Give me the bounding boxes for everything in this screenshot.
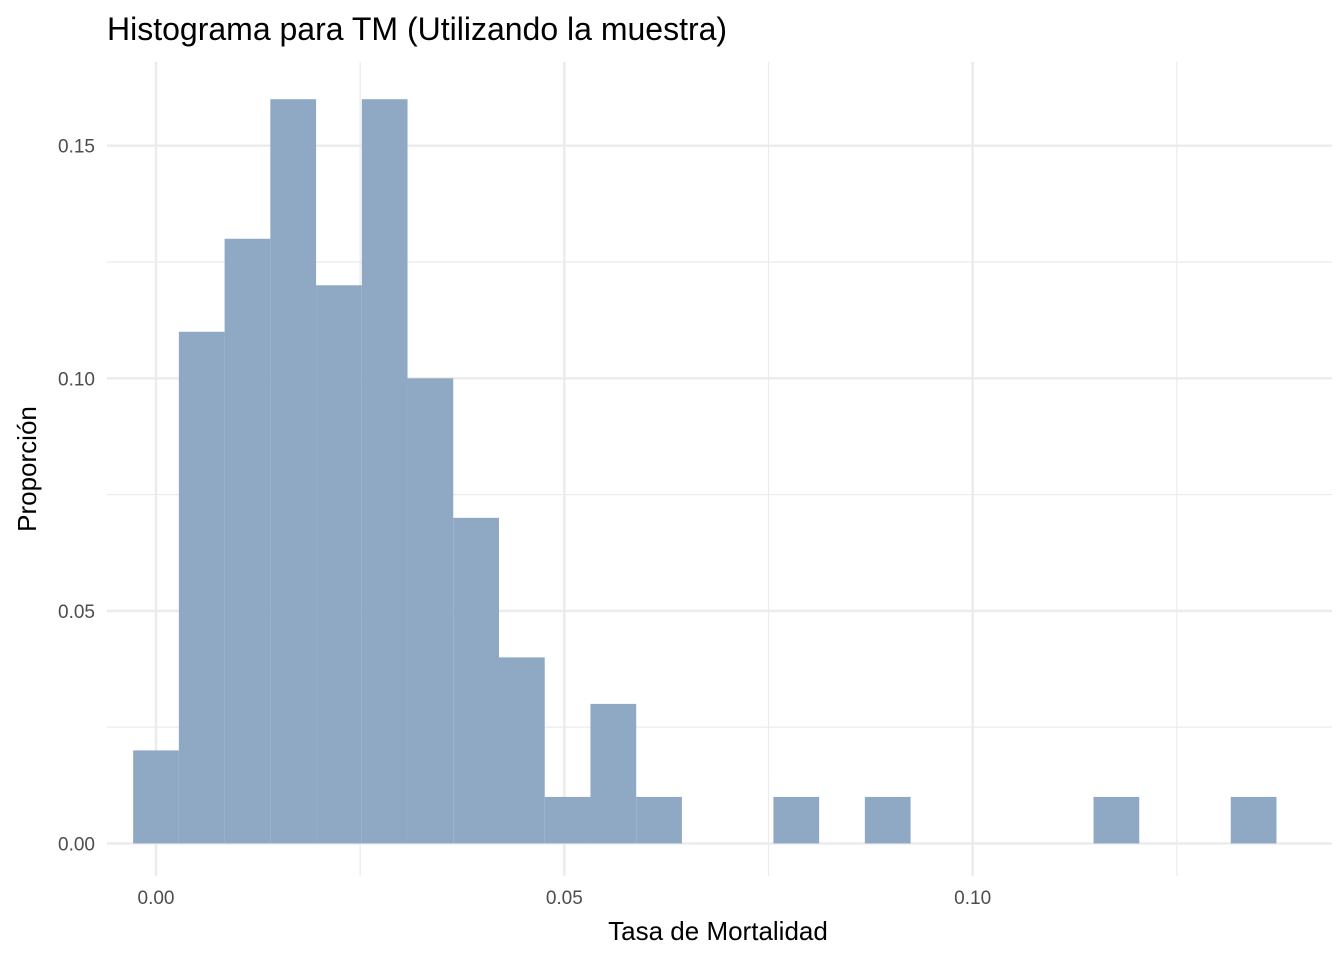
histogram-bar bbox=[636, 796, 682, 844]
histogram-bar bbox=[544, 796, 591, 844]
y-tick-label: 0.15 bbox=[58, 137, 95, 158]
y-axis-ticks: 0.00 0.05 0.10 0.15 bbox=[58, 137, 95, 856]
histogram-bar bbox=[224, 238, 271, 844]
histogram-bar bbox=[133, 750, 179, 844]
histogram-bar bbox=[453, 517, 499, 844]
histogram-bar bbox=[407, 378, 454, 844]
x-tick-label: 0.00 bbox=[138, 888, 175, 909]
histogram-bar bbox=[361, 99, 408, 844]
histogram-bar bbox=[773, 796, 820, 844]
x-tick-label: 0.05 bbox=[546, 888, 583, 909]
y-tick-label: 0.05 bbox=[58, 602, 95, 623]
histogram-bar bbox=[316, 285, 362, 844]
y-tick-label: 0.00 bbox=[58, 834, 95, 855]
histogram-bar bbox=[499, 657, 545, 844]
x-axis-ticks: 0.00 0.05 0.10 bbox=[138, 888, 992, 909]
histogram-bar bbox=[590, 703, 637, 844]
histogram-bar bbox=[864, 796, 911, 844]
chart-title: Histograma para TM (Utilizando la muestr… bbox=[107, 11, 727, 47]
y-axis-title: Proporción bbox=[12, 406, 42, 532]
histogram-bar bbox=[1093, 796, 1140, 844]
y-tick-label: 0.10 bbox=[58, 369, 95, 390]
x-tick-label: 0.10 bbox=[954, 888, 991, 909]
histogram-bar bbox=[270, 99, 317, 844]
bars bbox=[133, 99, 1277, 844]
histogram-bar bbox=[178, 331, 225, 844]
x-axis-title: Tasa de Mortalidad bbox=[608, 916, 828, 946]
histogram-bar bbox=[1230, 796, 1277, 844]
